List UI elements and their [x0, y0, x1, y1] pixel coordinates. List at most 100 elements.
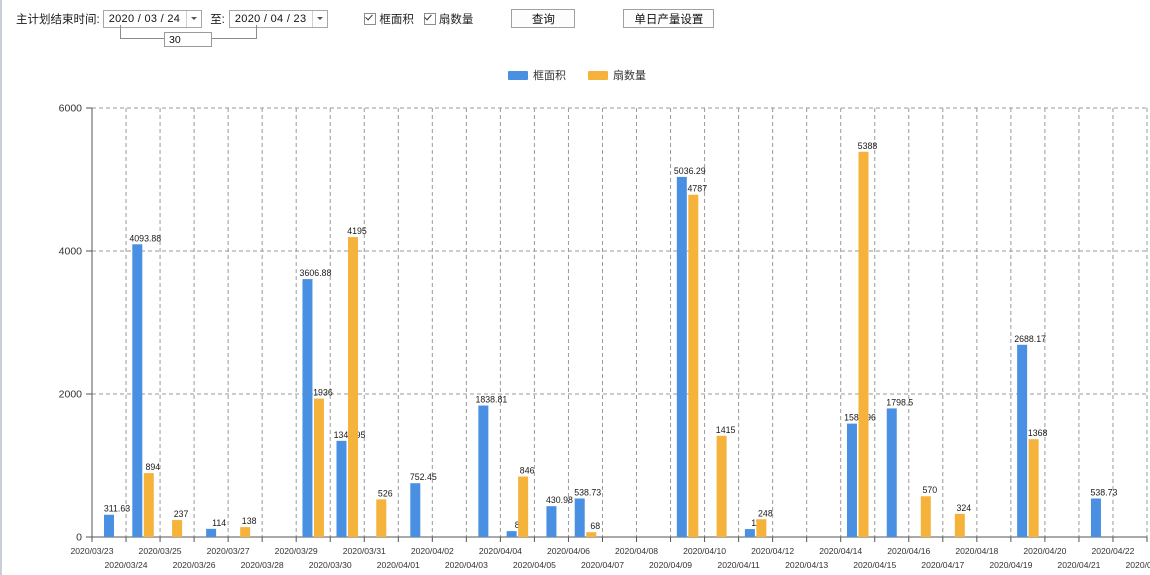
bar-frame-area [478, 405, 489, 537]
bar-sash-count [313, 398, 324, 537]
bar-value-label: 1838.81 [475, 395, 507, 405]
bar-chart[interactable]: 0 2000 4000 6000 311.63 4093.88 894 237 114 138 36… [2, 90, 1150, 575]
query-button[interactable]: 查询 [511, 9, 576, 28]
bar-value-label: 324 [956, 503, 971, 513]
x-axis-tick-label: 2020/03/27 [207, 546, 250, 556]
bar-sash-count [920, 496, 931, 537]
legend-item-sash-count[interactable]: 扇数量 [588, 67, 646, 83]
toolbar: 主计划结束时间: 2020 / 03 / 24 至: 2020 / 04 / 2… [2, 0, 1150, 52]
bar-frame-area [206, 528, 217, 537]
chart-legend: 框面积 扇数量 [2, 67, 1150, 83]
x-axis-tick-label: 2020/03/29 [275, 546, 318, 556]
x-axis-tick-label: 2020/03/28 [241, 560, 284, 570]
bar-sash-count [716, 435, 727, 537]
toolbar-controls: 主计划结束时间: 2020 / 03 / 24 至: 2020 / 04 / 2… [16, 9, 715, 28]
bar-value-label: 5388 [858, 141, 878, 151]
bar-value-label: 2688.17 [1014, 334, 1046, 344]
legend-swatch-sash-count [588, 70, 608, 80]
bar-sash-count [1028, 439, 1039, 537]
bar-value-label: 237 [174, 509, 189, 519]
y-axis-tick-label: 2000 [59, 389, 83, 401]
daily-output-setting-button[interactable]: 单日产量设置 [623, 9, 715, 28]
date-to-picker[interactable]: 2020 / 04 / 23 [228, 9, 329, 28]
x-axis-tick-label: 2020/04/09 [649, 560, 692, 570]
bar-frame-area [336, 440, 347, 537]
date-from-picker[interactable]: 2020 / 03 / 24 [102, 9, 203, 28]
bar-frame-area [1090, 498, 1101, 537]
x-axis-tick-label: 2020/03/25 [139, 546, 182, 556]
bar-value-label: 1368 [1028, 428, 1048, 438]
bar-frame-area [302, 279, 313, 537]
bar-sash-count [756, 519, 767, 537]
bar-frame-area [104, 514, 115, 537]
x-axis-tick-label: 2020/04/17 [921, 560, 964, 570]
bar-frame-area [574, 498, 585, 537]
y-axis-tick-label: 4000 [59, 246, 83, 258]
bar-sash-count [954, 513, 965, 537]
checkbox-frame-area[interactable]: 框面积 [364, 11, 414, 27]
legend-item-frame-area[interactable]: 框面积 [508, 67, 566, 83]
date-range-label: 主计划结束时间: [16, 13, 100, 26]
x-axis-tick-label: 2020/04/07 [581, 560, 624, 570]
date-from-dropdown-button[interactable] [186, 10, 202, 27]
checkbox-sash-count[interactable]: 扇数量 [423, 11, 474, 27]
bar-value-label: 3606.88 [300, 268, 332, 278]
x-axis-tick-label: 2020/03/30 [309, 560, 352, 570]
bar-frame-area [846, 423, 857, 537]
bar-value-label: 752.45 [410, 472, 437, 482]
x-axis-tick-label: 2020/04/04 [479, 546, 522, 556]
bar-frame-area [744, 529, 755, 537]
checkbox-sash-count-label: 扇数量 [438, 13, 474, 26]
checkbox-sash-count-box[interactable] [423, 12, 436, 25]
chart-area: 0 2000 4000 6000 311.63 4093.88 894 237 114 138 36… [2, 90, 1150, 575]
legend-label-sash-count: 扇数量 [613, 70, 646, 82]
date-to-dropdown-button[interactable] [312, 10, 328, 27]
bar-sash-count [143, 473, 154, 537]
bar-value-label: 1415 [716, 425, 736, 435]
x-axis-tick-label: 2020/04/06 [547, 546, 590, 556]
bar-frame-area [676, 176, 687, 537]
bar-value-label: 5036.29 [674, 166, 706, 176]
chevron-down-icon [317, 17, 324, 20]
bar-value-label: 526 [378, 488, 393, 498]
x-axis-tick-label: 2020/04/14 [819, 546, 862, 556]
bar-frame-area [132, 244, 143, 537]
bar-sash-count [347, 237, 358, 537]
checkbox-frame-area-box[interactable] [364, 12, 377, 25]
bar-sash-count [688, 194, 699, 537]
x-axis-tick-label: 2020/04/15 [853, 560, 896, 570]
bar-value-label: 846 [520, 466, 535, 476]
bar-frame-area [410, 483, 421, 537]
date-from-value: 2020 / 03 / 24 [108, 12, 181, 25]
x-axis-tick-label: 2020/04/02 [411, 546, 454, 556]
date-to-label: 至: [210, 13, 225, 26]
bar-sash-count [518, 476, 529, 537]
x-axis-tick-label: 2020/04/12 [751, 546, 794, 556]
date-span-days-input[interactable]: 30 [164, 32, 212, 47]
x-axis-tick-label: 2020/04/16 [887, 546, 930, 556]
x-axis-tick-label: 2020/04/19 [989, 560, 1032, 570]
x-axis-tick-label: 2020/04/01 [377, 560, 420, 570]
bar-value-label: 538.73 [574, 487, 601, 497]
bar-value-label: 570 [922, 485, 937, 495]
bar-frame-area [506, 531, 517, 537]
bar-value-label: 894 [145, 462, 160, 472]
bar-sash-count [858, 151, 869, 537]
series-checkbox-group: 框面积 扇数量 [364, 11, 473, 27]
x-axis-tick-label: 2020/04/21 [1057, 560, 1100, 570]
bar-value-label: 538.73 [1090, 487, 1117, 497]
bar-value-label: 311.63 [104, 504, 130, 514]
bar-frame-area [886, 408, 897, 537]
bar-value-label: 1936 [313, 388, 333, 398]
bar-value-label: 248 [758, 508, 773, 518]
checkbox-frame-area-label: 框面积 [379, 13, 414, 26]
bar-sash-count [172, 520, 183, 537]
bar-sash-count [586, 532, 597, 537]
bar-value-label: 68 [590, 521, 600, 531]
y-axis-tick-label: 6000 [59, 103, 83, 115]
bar-sash-count [376, 499, 387, 537]
x-axis-tick-label: 2020/04/11 [717, 560, 760, 570]
bar-value-label: 114 [212, 518, 226, 528]
x-axis-tick-label: 2020/04/20 [1023, 546, 1066, 556]
